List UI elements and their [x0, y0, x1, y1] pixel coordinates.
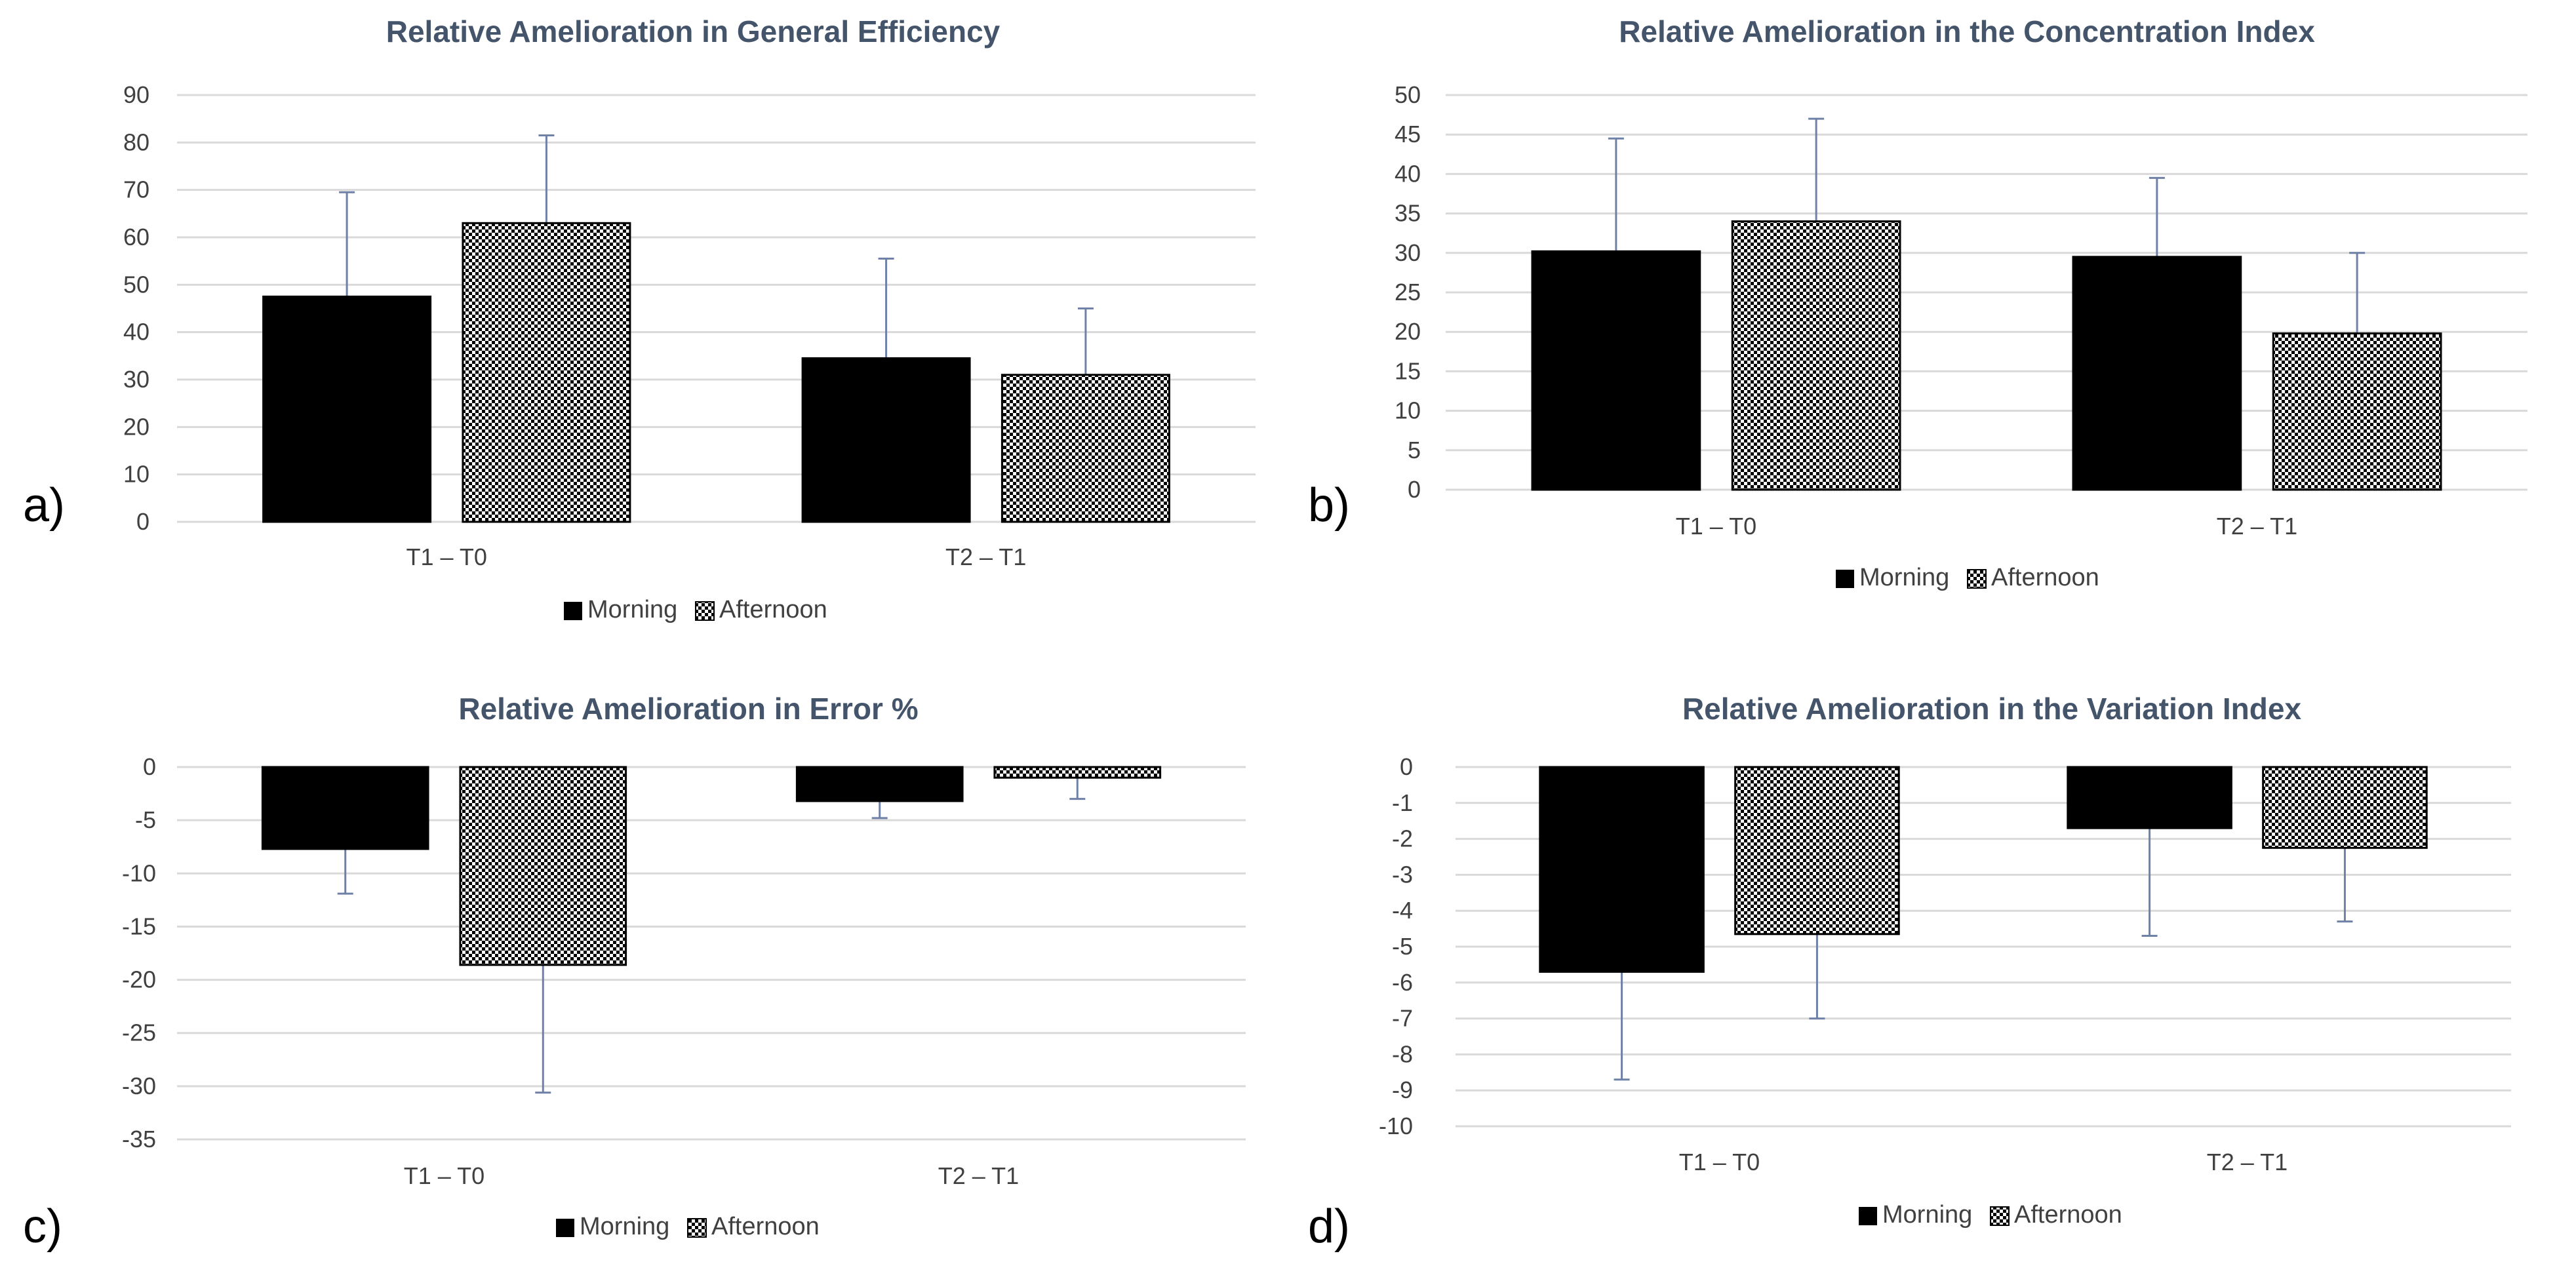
x-category-label: T2 – T1: [2217, 513, 2297, 540]
morning-bar: [2067, 766, 2232, 829]
morning-bar: [1539, 766, 1705, 973]
morning-bar: [2072, 256, 2242, 491]
y-tick-label: 30: [123, 366, 149, 393]
y-tick-label: -2: [1392, 825, 1413, 852]
legend: Morning Afternoon: [564, 596, 827, 623]
morning-bar: [262, 295, 432, 523]
legend-label-morning: Morning: [1859, 564, 1949, 591]
y-tick-label: 50: [123, 271, 149, 298]
y-tick-label: -30: [122, 1073, 156, 1099]
y-tick-label: 70: [123, 176, 149, 203]
legend-swatch-morning: [1859, 1207, 1877, 1225]
chart-b: b) Relative Amelioration in the Concentra…: [1308, 14, 2527, 591]
y-tick-label: 20: [1395, 318, 1421, 345]
panel-label: c): [23, 1200, 62, 1253]
legend-label-afternoon: Afternoon: [719, 596, 827, 623]
legend-swatch-morning: [556, 1219, 574, 1237]
y-tick-label: -20: [122, 966, 156, 993]
afternoon-bar: [1734, 766, 1900, 936]
y-tick-label: 40: [1395, 160, 1421, 187]
y-tick-label: 45: [1395, 121, 1421, 148]
y-tick-label: 0: [136, 508, 149, 535]
panel-label: d): [1308, 1200, 1350, 1253]
x-category-label: T1 – T0: [406, 543, 487, 570]
y-tick-label: 30: [1395, 239, 1421, 266]
y-tick-label: 50: [1395, 81, 1421, 108]
morning-bar: [1531, 250, 1701, 491]
y-tick-label: 5: [1408, 437, 1421, 463]
legend-label-afternoon: Afternoon: [2014, 1201, 2122, 1229]
y-tick-label: -4: [1392, 897, 1413, 924]
chart-title: Relative Amelioration in the Variation I…: [1682, 692, 2301, 726]
afternoon-bar: [1731, 220, 1901, 491]
panel-label: a): [23, 479, 65, 532]
y-tick-label: 80: [123, 128, 149, 155]
afternoon-bar: [1001, 374, 1170, 523]
chart-title: Relative Amelioration in General Efficie…: [386, 14, 1001, 49]
y-tick-label: 25: [1395, 279, 1421, 305]
afternoon-bar: [993, 766, 1162, 779]
x-category-label: T1 – T0: [1679, 1149, 1760, 1175]
afternoon-bar: [2262, 766, 2428, 849]
chart-d: d) Relative Amelioration in the Variation…: [1308, 692, 2511, 1253]
y-tick-label: -3: [1392, 861, 1413, 888]
legend-swatch-afternoon: [1967, 569, 1987, 589]
morning-bar: [801, 357, 971, 523]
y-tick-label: -10: [1379, 1113, 1413, 1139]
chart-title: Relative Amelioration in the Concentrati…: [1619, 14, 2315, 49]
panel-label: b): [1308, 479, 1350, 532]
x-category-label: T1 – T0: [1676, 513, 1756, 540]
legend-label-afternoon: Afternoon: [1991, 564, 2099, 591]
x-category-label: T1 – T0: [404, 1162, 485, 1189]
y-tick-label: 0: [1400, 753, 1413, 780]
y-tick-label: -15: [122, 913, 156, 939]
chart-title: Relative Amelioration in Error %: [458, 692, 918, 726]
chart-c: c) Relative Amelioration in Error % 0 -5 -10…: [23, 692, 1246, 1253]
y-tick-label: -10: [122, 859, 156, 886]
y-tick-label: -7: [1392, 1005, 1413, 1032]
y-tick-label: 0: [143, 753, 156, 780]
afternoon-bar: [462, 222, 631, 523]
y-tick-label: -6: [1392, 969, 1413, 996]
legend-label-morning: Morning: [587, 596, 677, 623]
y-tick-label: -5: [135, 806, 156, 833]
y-tick-label: 0: [1408, 476, 1421, 503]
afternoon-bar: [2272, 332, 2442, 491]
y-tick-label: 15: [1395, 357, 1421, 384]
y-tick-label: -8: [1392, 1040, 1413, 1067]
legend-swatch-afternoon: [687, 1218, 707, 1238]
legend: Morning Afternoon: [556, 1213, 820, 1240]
legend-swatch-morning: [564, 602, 582, 620]
legend-label-morning: Morning: [1882, 1201, 1972, 1229]
y-tick-label: 40: [123, 319, 149, 345]
chart-a: a) Relative Amelioration in General Effic…: [23, 14, 1256, 623]
y-tick-label: 10: [1395, 397, 1421, 424]
afternoon-bar: [459, 766, 627, 966]
morning-bar: [795, 766, 964, 802]
y-tick-label: -35: [122, 1126, 156, 1153]
legend-label-afternoon: Afternoon: [711, 1213, 820, 1240]
y-tick-label: 35: [1395, 200, 1421, 227]
y-tick-label: 20: [123, 413, 149, 440]
legend-swatch-afternoon: [695, 601, 715, 621]
y-tick-label: 60: [123, 224, 149, 250]
legend: Morning Afternoon: [1859, 1201, 2122, 1229]
x-category-label: T2 – T1: [2207, 1149, 2288, 1175]
legend-swatch-afternoon: [1990, 1206, 2010, 1226]
morning-bar: [261, 766, 429, 850]
y-tick-label: 90: [123, 81, 149, 108]
y-tick-label: -1: [1392, 789, 1413, 816]
legend-swatch-morning: [1836, 570, 1854, 588]
y-tick-label: 10: [123, 461, 149, 488]
x-category-label: T2 – T1: [945, 543, 1026, 570]
x-category-label: T2 – T1: [938, 1162, 1019, 1189]
y-tick-label: -5: [1392, 933, 1413, 960]
legend-label-morning: Morning: [580, 1213, 669, 1240]
y-tick-label: -25: [122, 1019, 156, 1046]
legend: Morning Afternoon: [1836, 564, 2099, 591]
charts-root: a) Relative Amelioration in General Effic…: [23, 14, 2527, 1253]
y-tick-label: -9: [1392, 1076, 1413, 1103]
